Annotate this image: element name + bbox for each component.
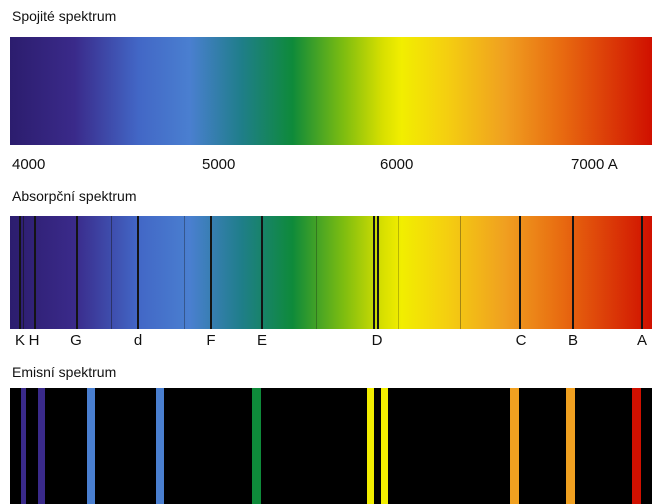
emission-line-yellow-2 [381, 388, 388, 504]
emission-line-blue-2 [156, 388, 164, 504]
emission-line-green [252, 388, 261, 504]
emission-spectrum-title: Emisní spektrum [12, 364, 117, 380]
line-label-e: E [256, 332, 268, 349]
emission-spectrum-band [10, 388, 652, 504]
emission-line-red [632, 388, 641, 504]
absorption-line-minor [184, 216, 185, 329]
continuous-spectrum-band [10, 37, 652, 145]
absorption-line-minor [316, 216, 317, 329]
absorption-line-a [641, 216, 643, 329]
emission-line-violet-1 [21, 388, 26, 504]
absorption-line-g [76, 216, 78, 329]
emission-line-orange-1 [510, 388, 519, 504]
absorption-line-f [210, 216, 212, 329]
scale-label-7000: 7000 A [571, 156, 618, 173]
line-label-d-small: d [133, 332, 143, 349]
absorption-line-minor [398, 216, 399, 329]
line-label-h: H [28, 332, 40, 349]
line-label-k: K [14, 332, 26, 349]
continuous-spectrum-title: Spojité spektrum [12, 8, 117, 24]
emission-line-violet-2 [38, 388, 45, 504]
absorption-line-d2 [377, 216, 379, 329]
absorption-line-h [34, 216, 36, 329]
line-label-g: G [70, 332, 82, 349]
line-label-b: B [567, 332, 579, 349]
line-label-a: A [636, 332, 648, 349]
absorption-line-k [19, 216, 21, 329]
scale-label-5000: 5000 [202, 156, 236, 173]
emission-line-blue-1 [87, 388, 95, 504]
line-label-f: F [206, 332, 216, 349]
emission-line-yellow-1 [367, 388, 374, 504]
absorption-line-minor [111, 216, 112, 329]
scale-label-6000: 6000 [380, 156, 414, 173]
absorption-line-minor [460, 216, 461, 329]
absorption-line-c [519, 216, 521, 329]
absorption-line-b [572, 216, 574, 329]
line-label-c: C [515, 332, 527, 349]
absorption-line-d [137, 216, 139, 329]
absorption-spectrum-title: Absorpční spektrum [12, 188, 137, 204]
scale-label-4000: 4000 [12, 156, 46, 173]
absorption-line-d1 [373, 216, 375, 329]
absorption-spectrum-band [10, 216, 652, 329]
line-label-d: D [371, 332, 383, 349]
absorption-line-minor [23, 216, 24, 329]
absorption-line-e [261, 216, 263, 329]
emission-line-orange-2 [566, 388, 575, 504]
